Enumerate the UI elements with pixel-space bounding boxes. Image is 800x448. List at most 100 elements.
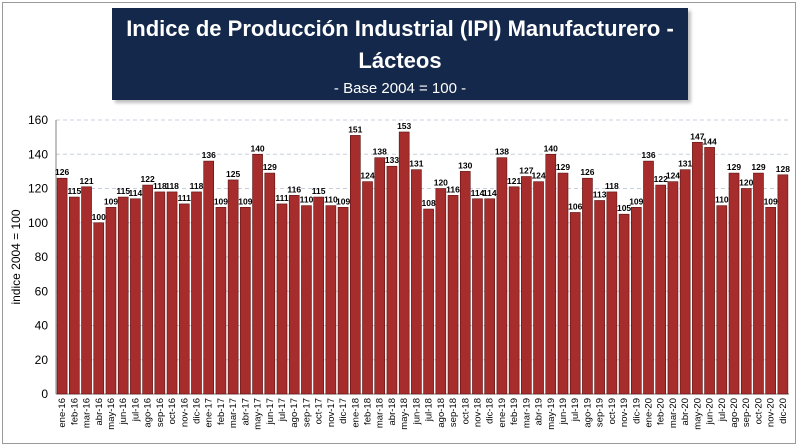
x-tick-label: may-20 <box>692 398 703 430</box>
y-tick-label: 100 <box>28 216 48 230</box>
bar <box>435 188 447 395</box>
data-label: 133 <box>385 155 399 165</box>
data-label: 131 <box>409 159 423 169</box>
x-tick-label: dic-20 <box>778 398 789 424</box>
data-label: 114 <box>483 188 497 198</box>
x-tick-label: mar-16 <box>82 398 93 428</box>
bar <box>154 191 166 395</box>
data-label: 110 <box>715 195 729 205</box>
data-label: 147 <box>690 131 704 141</box>
y-tick-label: 20 <box>35 353 49 367</box>
bar <box>716 205 728 395</box>
bar <box>130 198 141 395</box>
x-tick-label: sep-20 <box>741 398 752 427</box>
bar <box>81 186 92 395</box>
bar <box>765 207 776 395</box>
bar <box>337 207 349 395</box>
x-tick-label: mar-17 <box>228 398 239 428</box>
data-label: 144 <box>702 136 716 146</box>
data-label: 129 <box>263 162 277 172</box>
x-tick-label: abr-18 <box>387 398 398 425</box>
x-tick-label: abr-16 <box>94 398 105 425</box>
title-banner: Indice de Producción Industrial (IPI) Ma… <box>112 8 688 100</box>
data-label: 109 <box>214 196 228 206</box>
x-tick-label: feb-20 <box>656 398 667 425</box>
bar <box>288 195 300 395</box>
data-label: 109 <box>238 196 252 206</box>
bar <box>93 222 105 395</box>
x-tick-label: ene-17 <box>204 398 215 428</box>
bar <box>411 169 422 395</box>
bar <box>459 171 471 395</box>
bar <box>667 181 679 395</box>
data-label: 109 <box>764 196 778 206</box>
bar <box>582 177 593 395</box>
x-tick-label: may-18 <box>399 398 410 430</box>
chart-subtitle: - Base 2004 = 100 - <box>333 80 467 97</box>
x-tick-label: oct-16 <box>167 398 178 424</box>
data-label: 121 <box>79 176 93 186</box>
data-label: 105 <box>617 203 631 213</box>
bar <box>203 160 215 395</box>
bar <box>69 196 80 395</box>
x-tick-label: nov-17 <box>326 398 337 427</box>
bar <box>643 160 654 395</box>
y-tick-label: 80 <box>35 250 49 264</box>
data-label: 111 <box>275 193 289 203</box>
x-tick-label: jul-19 <box>570 398 581 422</box>
data-label: 126 <box>580 167 594 177</box>
x-tick-label: ago-18 <box>436 398 447 428</box>
x-tick-label: jul-20 <box>717 398 728 422</box>
bar <box>227 179 239 395</box>
bar <box>215 207 227 395</box>
x-tick-label: jul-16 <box>130 398 141 422</box>
y-tick-label: 160 <box>28 113 48 127</box>
data-label: 118 <box>190 181 204 191</box>
x-tick-label: jun-19 <box>558 398 569 425</box>
x-tick-label: ago-17 <box>289 398 300 428</box>
x-tick-label: oct-17 <box>314 398 325 424</box>
bar <box>56 177 68 395</box>
data-label: 114 <box>471 188 485 198</box>
data-label: 131 <box>678 159 692 169</box>
bar <box>276 203 288 395</box>
data-label: 120 <box>739 178 753 188</box>
x-tick-label: ene-18 <box>350 398 361 428</box>
bar <box>398 131 410 395</box>
bar <box>606 191 618 395</box>
data-label: 129 <box>556 162 570 172</box>
x-tick-label: sep-17 <box>301 398 312 427</box>
x-tick-label: mar-18 <box>375 398 386 428</box>
bar <box>325 205 337 395</box>
data-label: 136 <box>202 150 216 160</box>
bar <box>313 196 324 395</box>
data-label: 116 <box>287 184 301 194</box>
x-tick-label: dic-17 <box>338 398 349 424</box>
bar <box>362 181 373 395</box>
x-tick-label: feb-18 <box>363 398 374 425</box>
bar <box>728 172 740 395</box>
y-tick-label: 60 <box>35 284 49 298</box>
x-tick-label: dic-18 <box>485 398 496 424</box>
x-tick-label: sep-16 <box>155 398 166 427</box>
data-label: 124 <box>531 171 545 181</box>
data-label: 124 <box>666 171 680 181</box>
bar <box>472 198 483 395</box>
x-tick-label: feb-16 <box>69 398 80 425</box>
data-label: 120 <box>434 178 448 188</box>
bar <box>264 172 276 395</box>
data-label: 126 <box>55 167 69 177</box>
bar <box>508 186 520 395</box>
bar <box>594 200 605 395</box>
x-tick-label: sep-19 <box>595 398 606 427</box>
data-label: 121 <box>507 176 521 186</box>
y-axis-label: indice 2004 = 100 <box>9 209 23 304</box>
x-tick-label: jun-18 <box>411 398 422 425</box>
data-label: 109 <box>629 196 643 206</box>
bar <box>166 191 178 395</box>
x-tick-label: nov-19 <box>619 398 630 427</box>
y-tick-label: 40 <box>35 319 49 333</box>
x-tick-label: abr-20 <box>680 398 691 425</box>
x-tick-label: jun-17 <box>265 398 276 425</box>
data-label: 127 <box>519 166 533 176</box>
